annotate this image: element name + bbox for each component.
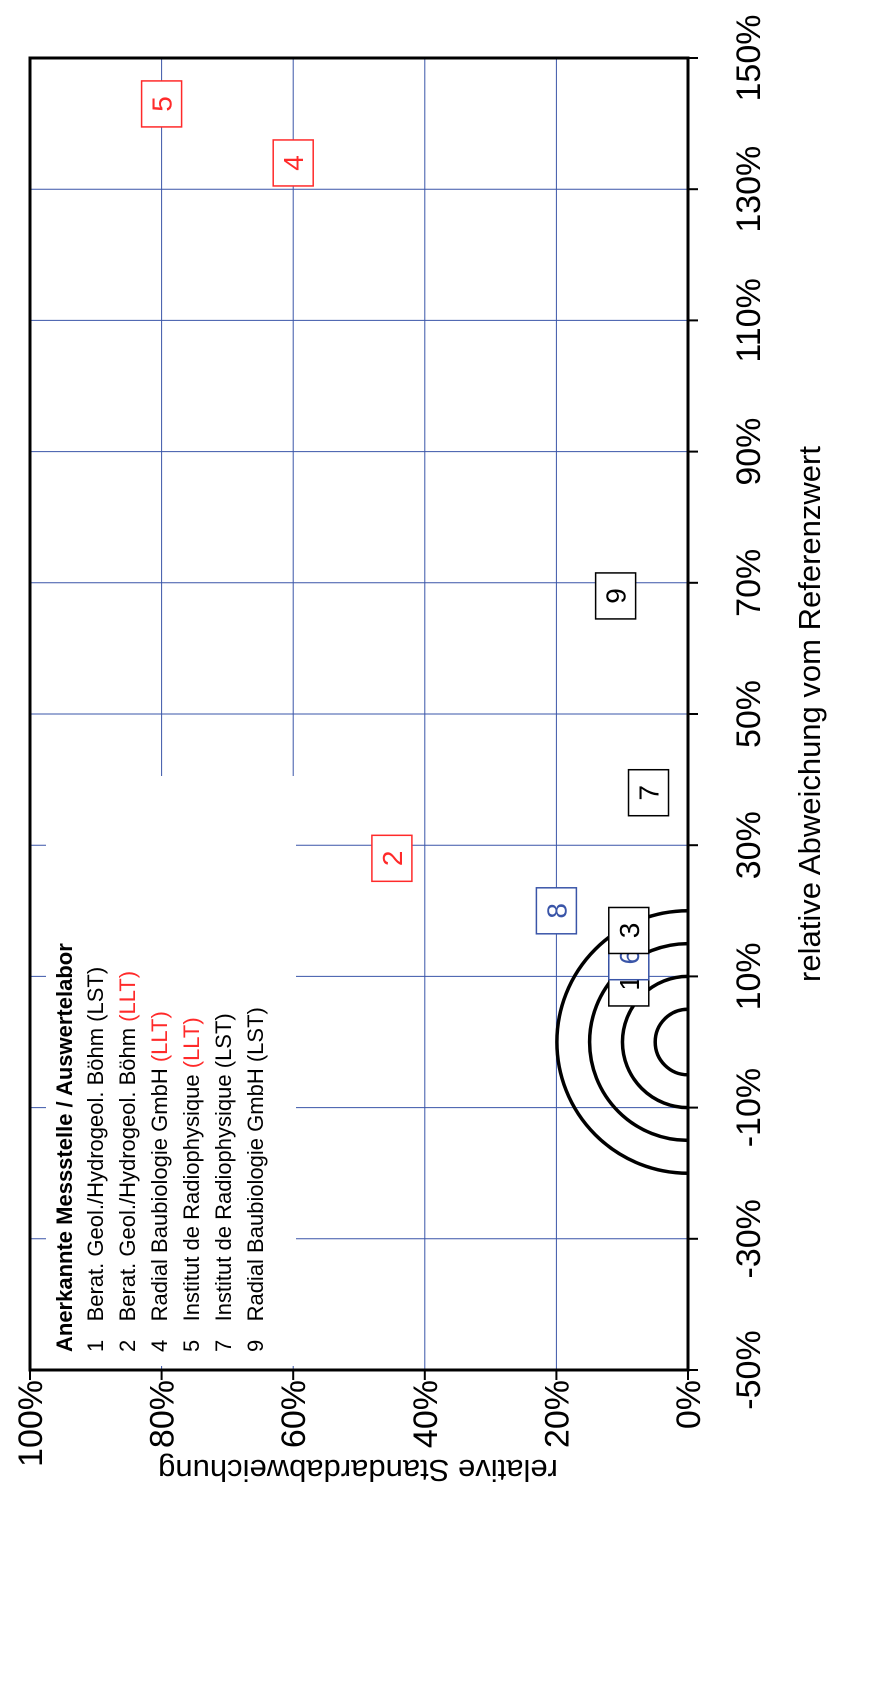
legend-label: Radial Baubiologie GmbH <box>147 1062 172 1321</box>
y-tick-label: 40% <box>407 1380 445 1448</box>
legend-tag: (LLT) <box>147 1011 172 1062</box>
legend: Anerkannte Messstelle / Auswertelabor 1 B… <box>46 776 296 1366</box>
legend-number: 7 <box>211 1321 236 1352</box>
x-tick-label: 90% <box>730 418 768 486</box>
data-point: 4 <box>272 139 314 187</box>
legend-entry: 1 Berat. Geol./Hydrogeol. Böhm (LST) <box>83 967 108 1352</box>
legend-entry: 5 Institut de Radiophysique (LLT) <box>179 1017 204 1352</box>
data-point: 5 <box>140 80 183 128</box>
legend-label: Institut de Radiophysique <box>179 1068 204 1321</box>
x-tick-label: 150% <box>730 15 768 102</box>
x-tick-label: -10% <box>730 1068 768 1147</box>
data-point-box <box>140 80 183 128</box>
y-tick-label: 100% <box>12 1380 50 1467</box>
data-point: 7 <box>627 768 670 817</box>
legend-label: Berat. Geol./Hydrogeol. Böhm <box>83 1022 108 1322</box>
legend-number: 4 <box>147 1321 172 1352</box>
legend-label: Institut de Radiophysique <box>211 1068 236 1321</box>
x-tick-label: -30% <box>730 1199 768 1278</box>
legend-label: Radial Baubiologie GmbH <box>243 1062 268 1321</box>
data-point: 9 <box>594 572 637 620</box>
x-tick-label: 110% <box>730 278 768 362</box>
data-point-label: 8 <box>541 903 572 919</box>
data-point-box <box>535 887 578 935</box>
target-circle <box>653 1007 689 1077</box>
legend-label: Berat. Geol./Hydrogeol. Böhm <box>115 1022 140 1322</box>
x-tick-label: 130% <box>730 146 768 233</box>
data-point-box <box>371 834 413 883</box>
legend-entry: 9 Radial Baubiologie GmbH (LST) <box>243 1007 268 1352</box>
data-point: 3 <box>608 906 650 955</box>
data-point: 8 <box>535 887 578 935</box>
y-tick-label: 20% <box>538 1380 576 1448</box>
legend-number: 1 <box>83 1321 108 1352</box>
legend-tag: (LLT) <box>179 1017 204 1068</box>
x-tick-label: 30% <box>730 811 768 879</box>
data-point-label: 2 <box>377 851 408 867</box>
y-axis-title: relative Standardabweichung <box>158 1453 558 1488</box>
legend-tag: (LLT) <box>115 971 140 1022</box>
legend-entry: 4 Radial Baubiologie GmbH (LLT) <box>147 1011 172 1352</box>
legend-tag: (LST) <box>83 967 108 1022</box>
legend-background <box>46 776 296 1366</box>
data-point-box <box>594 572 637 620</box>
legend-title: Anerkannte Messstelle / Auswertelabor <box>52 943 77 1352</box>
x-axis-title: relative Abweichung vom Referenzwert <box>792 446 827 982</box>
x-tick-label: 10% <box>730 942 768 1010</box>
legend-number: 5 <box>179 1321 204 1352</box>
x-tick-label: 50% <box>730 680 768 748</box>
target-circle <box>620 974 689 1110</box>
data-point-label: 9 <box>601 588 632 604</box>
legend-tag: (LST) <box>243 1007 268 1062</box>
data-point: 2 <box>371 834 413 883</box>
y-tick-label: 60% <box>275 1380 313 1448</box>
x-tick-label: 70% <box>730 549 768 617</box>
x-tick-label: -50% <box>730 1330 768 1409</box>
data-point-box <box>608 906 650 955</box>
data-point-label: 4 <box>278 155 309 171</box>
data-point-label: 7 <box>634 785 665 801</box>
y-tick-label: 80% <box>144 1380 182 1448</box>
legend-number: 9 <box>243 1321 268 1352</box>
tick-labels: -50% -30% -10% 10% 30% 50% 70% 90% 110% 130% 150% 0… <box>12 15 768 1467</box>
legend-number: 2 <box>115 1321 140 1352</box>
legend-entry: 2 Berat. Geol./Hydrogeol. Böhm (LLT) <box>115 971 140 1352</box>
data-point-label: 5 <box>147 96 178 112</box>
data-point-label: 3 <box>614 923 645 939</box>
data-point-box <box>627 768 670 817</box>
y-tick-label: 0% <box>670 1380 708 1429</box>
legend-tag: (LST) <box>211 1013 236 1068</box>
plot-frame <box>28 56 690 1372</box>
data-point-box <box>272 139 314 187</box>
legend-entry: 7 Institut de Radiophysique (LST) <box>211 1013 236 1352</box>
